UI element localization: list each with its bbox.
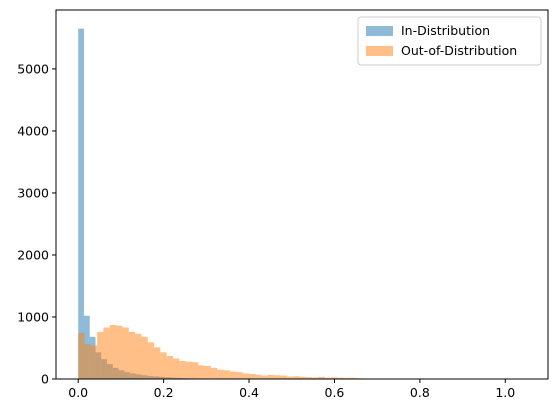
bar-out-of-distribution xyxy=(97,331,104,379)
bar-out-of-distribution xyxy=(103,327,110,379)
bar-out-of-distribution xyxy=(191,362,199,379)
bar-out-of-distribution xyxy=(223,370,230,379)
bar-out-of-distribution xyxy=(350,377,357,379)
bar-out-of-distribution xyxy=(248,374,256,379)
bar-out-of-distribution xyxy=(236,372,243,379)
bar-out-of-distribution xyxy=(331,377,338,379)
y-tick-label: 2000 xyxy=(17,247,49,262)
bar-out-of-distribution xyxy=(78,333,85,379)
bar-out-of-distribution xyxy=(109,325,117,379)
y-tick-label: 0 xyxy=(41,372,49,387)
bar-out-of-distribution xyxy=(84,344,91,379)
y-axis: 0 1000 2000 3000 4000 5000 xyxy=(17,61,56,387)
y-tick-label: 5000 xyxy=(17,61,49,76)
x-axis: 0.0 0.2 0.4 0.6 0.8 1.0 xyxy=(68,379,515,400)
bar-out-of-distribution xyxy=(135,333,142,379)
bar-out-of-distribution xyxy=(318,376,325,379)
bar-out-of-distribution xyxy=(204,365,211,379)
bar-out-of-distribution xyxy=(293,376,300,379)
x-tick-label: 0.0 xyxy=(68,385,88,400)
bar-out-of-distribution xyxy=(255,374,262,379)
bar-out-of-distribution xyxy=(267,374,275,379)
bar-out-of-distribution xyxy=(160,352,167,379)
bar-out-of-distribution xyxy=(185,361,192,379)
bar-out-of-distribution xyxy=(210,367,218,379)
bar-out-of-distribution xyxy=(337,377,344,379)
bar-in-distribution xyxy=(78,28,84,379)
bar-out-of-distribution xyxy=(286,376,294,379)
bar-out-of-distribution xyxy=(217,369,224,379)
bar-out-of-distribution xyxy=(90,345,98,379)
bar-out-of-distribution xyxy=(116,325,123,379)
bar-out-of-distribution xyxy=(147,342,155,379)
legend-swatch-in-distribution xyxy=(366,26,393,36)
y-tick-label: 3000 xyxy=(17,185,49,200)
bar-out-of-distribution xyxy=(280,375,287,379)
bar-out-of-distribution xyxy=(141,336,148,379)
bar-out-of-distribution xyxy=(305,377,313,379)
legend-label-out-of-distribution: Out-of-Distribution xyxy=(401,43,517,58)
bars-layer xyxy=(78,28,505,379)
bar-out-of-distribution xyxy=(166,356,174,379)
bar-out-of-distribution xyxy=(154,347,161,379)
bar-out-of-distribution xyxy=(198,365,205,379)
y-tick-label: 1000 xyxy=(17,309,49,324)
bar-out-of-distribution xyxy=(229,371,237,379)
legend: In-Distribution Out-of-Distribution xyxy=(357,16,542,66)
bar-out-of-distribution xyxy=(122,327,129,379)
y-tick-label: 4000 xyxy=(17,123,49,138)
bar-out-of-distribution xyxy=(179,361,186,379)
bar-out-of-distribution xyxy=(242,373,249,379)
bar-out-of-distribution xyxy=(324,377,332,379)
x-tick-label: 0.2 xyxy=(154,385,174,400)
bar-out-of-distribution xyxy=(173,358,180,379)
legend-label-in-distribution: In-Distribution xyxy=(401,23,490,38)
bar-out-of-distribution xyxy=(274,375,281,379)
legend-swatch-out-of-distribution xyxy=(366,46,393,56)
plot-frame xyxy=(55,9,549,380)
x-tick-label: 0.4 xyxy=(239,385,259,400)
bar-out-of-distribution xyxy=(261,375,268,379)
x-tick-label: 1.0 xyxy=(495,385,515,400)
bar-out-of-distribution xyxy=(312,377,319,379)
legend-box xyxy=(357,16,542,66)
x-tick-label: 0.8 xyxy=(410,385,430,400)
bar-out-of-distribution xyxy=(299,376,306,379)
bar-out-of-distribution xyxy=(128,331,136,379)
x-tick-label: 0.6 xyxy=(325,385,345,400)
